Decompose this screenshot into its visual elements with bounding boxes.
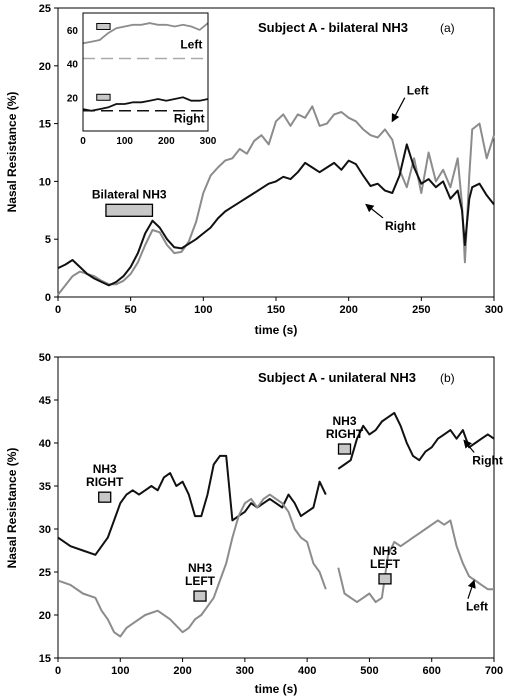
series-annotation: Right <box>385 219 416 233</box>
stimulus-label: Bilateral NH3 <box>92 187 167 201</box>
inset-label: Left <box>180 37 202 51</box>
panel-label-b: (b) <box>440 371 455 385</box>
series-line-right <box>57 454 327 556</box>
stimulus-marker <box>337 443 352 455</box>
stimulus-marker <box>193 590 207 602</box>
x-tick-label: 0 <box>55 665 61 677</box>
y-tick-label: 25 <box>39 567 51 579</box>
inset-chart: Left Right 0 100 200 300 20 40 60 <box>62 11 217 149</box>
x-tick-label: 600 <box>423 665 441 677</box>
y-tick-label: 20 <box>39 610 51 622</box>
stimulus-label: RIGHT <box>86 475 124 489</box>
inset-background <box>62 11 214 149</box>
x-tick-label: 300 <box>485 304 503 316</box>
stimulus-label: LEFT <box>370 557 401 571</box>
chart-title-b: Subject A - unilateral NH3 <box>258 370 416 385</box>
inset-series-line-left <box>82 22 209 45</box>
x-tick-label: 200 <box>173 665 191 677</box>
y-tick-label: 25 <box>39 3 51 15</box>
series-line-left <box>57 105 495 296</box>
inset-y-tick-label: 60 <box>67 26 79 37</box>
y-tick-label: 50 <box>39 352 51 364</box>
x-tick-label: 700 <box>485 665 503 677</box>
stimulus-label: NH3 <box>188 561 212 575</box>
annotation-arrow <box>391 97 406 123</box>
chart-panel-b: NH3RIGHTNH3LEFTNH3RIGHTNH3LEFTRightLeft … <box>5 352 503 696</box>
y-tick-label: 40 <box>39 438 51 450</box>
x-tick-label: 500 <box>360 665 378 677</box>
series-line-right <box>57 143 495 287</box>
inset-x-tick-label: 200 <box>158 136 175 147</box>
annotation-arrow <box>467 579 476 599</box>
series-group-b <box>57 411 495 638</box>
panel-label-a: (a) <box>440 21 455 35</box>
x-tick-label: 150 <box>267 304 285 316</box>
y-tick-label: 20 <box>39 61 51 73</box>
x-tick-label: 300 <box>236 665 254 677</box>
inset-x-tick-label: 100 <box>116 136 133 147</box>
chart-title-a: Subject A - bilateral NH3 <box>258 20 408 35</box>
inset-x-tick-label: 300 <box>200 136 217 147</box>
series-line-left <box>57 493 327 638</box>
y-tick-label: 30 <box>39 524 51 536</box>
stimulus-label: LEFT <box>185 574 216 588</box>
series-annotation: Left <box>466 600 488 614</box>
series-group-a <box>57 105 495 296</box>
y-tick-label: 15 <box>39 119 51 131</box>
stimulus-label: NH3 <box>333 414 357 428</box>
plot-frame-b <box>57 356 495 659</box>
stimulus-marker <box>98 491 112 503</box>
inset-y-tick-label: 20 <box>67 93 79 104</box>
x-tick-label: 200 <box>339 304 357 316</box>
stimulus-label: RIGHT <box>326 427 364 441</box>
x-tick-label: 400 <box>298 665 316 677</box>
x-axis-label-a: time (s) <box>255 323 298 337</box>
stimulus-marker <box>378 573 392 585</box>
series-line-left <box>337 519 494 604</box>
y-tick-label: 10 <box>39 176 51 188</box>
inset-y-tick-label: 40 <box>67 60 79 71</box>
stimulus-label: NH3 <box>373 544 397 558</box>
y-tick-label: 45 <box>39 395 51 407</box>
x-tick-label: 250 <box>412 304 430 316</box>
x-tick-label: 50 <box>125 304 137 316</box>
annotation-arrow <box>463 439 475 453</box>
stimulus-bar <box>105 203 154 217</box>
series-annotation: Left <box>407 84 429 98</box>
axes-b: 0 100 200 300 400 500 600 700 15 20 25 30 35 40 45 50 <box>39 352 503 677</box>
x-tick-label: 0 <box>55 304 61 316</box>
series-annotation: Right <box>472 454 503 468</box>
inset-stimulus-bar <box>96 93 111 101</box>
x-tick-label: 100 <box>194 304 212 316</box>
inset-stimulus-bar <box>96 22 111 30</box>
inset-series-line-right <box>82 96 209 112</box>
y-tick-label: 15 <box>39 653 51 665</box>
x-axis-label-b: time (s) <box>255 682 298 696</box>
y-tick-label: 5 <box>45 234 51 246</box>
y-tick-label: 0 <box>45 292 51 304</box>
y-axis-label-b: Nasal Resistance (%) <box>5 448 19 569</box>
inset-label: Right <box>174 112 205 126</box>
stimulus-label: NH3 <box>93 462 117 476</box>
annotation-arrow <box>365 203 384 219</box>
annotations-a: Bilateral NH3 Left Right <box>92 84 429 233</box>
y-tick-label: 35 <box>39 481 51 493</box>
x-tick-label: 100 <box>111 665 129 677</box>
inset-x-tick-label: 0 <box>80 136 86 147</box>
y-axis-label-a: Nasal Resistance (%) <box>5 92 19 213</box>
inset-frame <box>82 12 209 132</box>
